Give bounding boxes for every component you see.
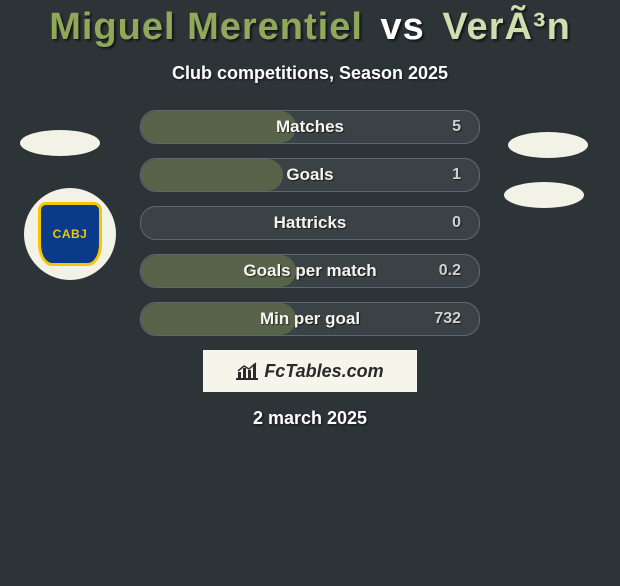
right-player-ellipse-1 — [508, 132, 588, 158]
club-crest-text: CABJ — [53, 227, 88, 241]
stat-row: Min per goal732 — [140, 302, 480, 336]
brand-box: FcTables.com — [203, 350, 417, 392]
stat-label: Goals — [141, 165, 479, 185]
stat-row: Goals1 — [140, 158, 480, 192]
stat-value: 1 — [452, 166, 461, 184]
brand-text: FcTables.com — [264, 361, 383, 382]
comparison-title: Miguel Merentiel vs VerÃ³n — [0, 6, 620, 49]
stat-label: Hattricks — [141, 213, 479, 233]
date-text: 2 march 2025 — [0, 408, 620, 429]
stats-container: Matches5Goals1Hattricks0Goals per match0… — [140, 110, 480, 336]
stat-label: Min per goal — [141, 309, 479, 329]
stat-value: 5 — [452, 118, 461, 136]
stat-value: 0 — [452, 214, 461, 232]
stat-value: 0.2 — [439, 262, 461, 280]
stat-row: Hattricks0 — [140, 206, 480, 240]
subtitle-text: Club competitions, Season 2025 — [0, 63, 620, 84]
stat-row: Goals per match0.2 — [140, 254, 480, 288]
right-player-ellipse-2 — [504, 182, 584, 208]
stat-label: Goals per match — [141, 261, 479, 281]
club-badge: CABJ — [24, 188, 116, 280]
stat-value: 732 — [434, 310, 461, 328]
club-crest: CABJ — [38, 202, 102, 266]
player2-name: VerÃ³n — [442, 6, 570, 48]
left-player-ellipse — [20, 130, 100, 156]
player1-name: Miguel Merentiel — [49, 6, 363, 48]
vs-text: vs — [380, 6, 424, 48]
stat-label: Matches — [141, 117, 479, 137]
stat-row: Matches5 — [140, 110, 480, 144]
brand-chart-icon — [236, 362, 258, 380]
